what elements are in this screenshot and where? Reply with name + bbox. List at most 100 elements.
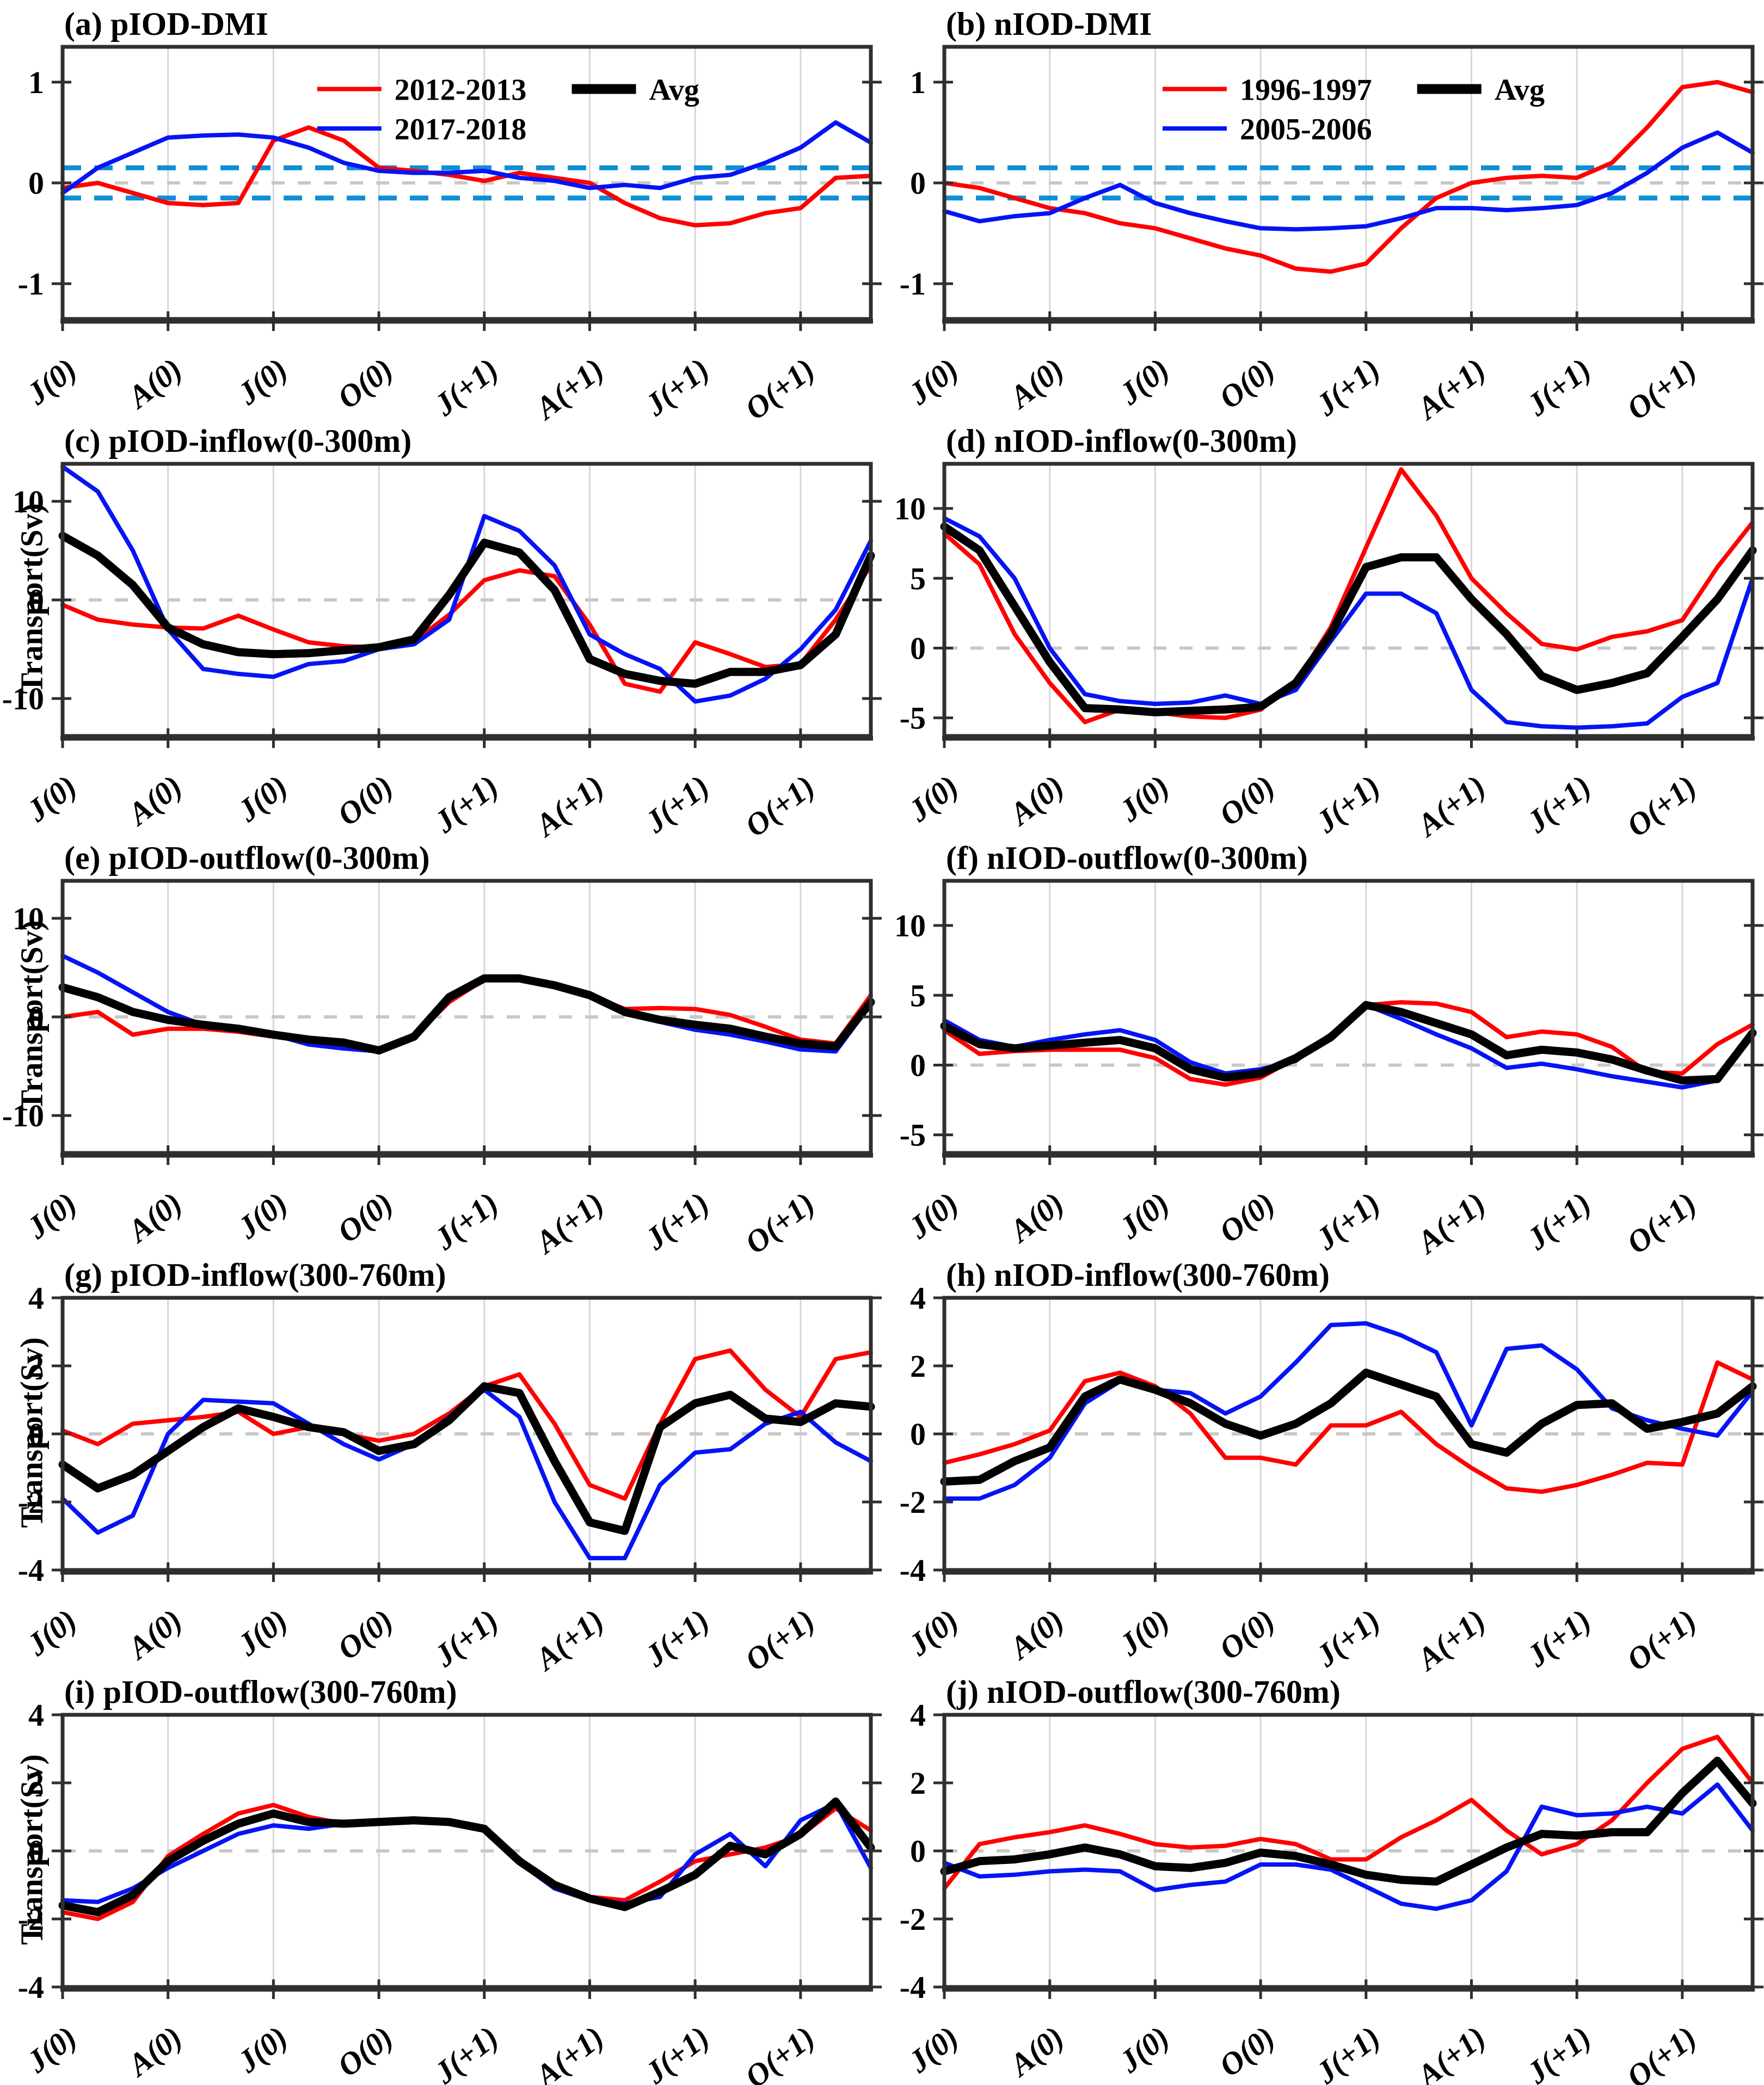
panel-h: (h) nIOD-inflow(300-760m) 4 2 0 -2 -4 J(0) A(0…: [882, 1251, 1764, 1678]
series-line-Avg: [58, 974, 875, 1055]
x-tick-label: O(0): [1213, 768, 1281, 833]
panel-b: (b) nIOD-DMI 1 0 -1 J(0) A(0) J(0) O(0) J(+1) A(…: [882, 0, 1764, 427]
panel-title: (i) pIOD-outflow(300-760m): [64, 1674, 457, 1710]
x-tick-label: J(0): [901, 768, 965, 829]
panel-title: (d) nIOD-inflow(0-300m): [946, 423, 1297, 459]
x-tick-label: O(0): [331, 768, 399, 833]
panel-a: (a) pIOD-DMI 1 0 -1 J(0) A(0) J(0) O(0) J(+1) A(…: [0, 0, 882, 427]
x-tick-label: A(+1): [1409, 1185, 1492, 1261]
x-tick-label: J(0): [20, 768, 83, 829]
plot-area: 4 2 0 -2 -4 J(0) A(0) J(0) O(0) J(+1) A(+1) J(+1) O(…: [0, 1697, 882, 2085]
plot-area: 4 2 0 -2 -4 J(0) A(0) J(0) O(0) J(+1) A(+1) J(+1) O(…: [882, 1697, 1763, 2085]
y-tick-label: 4: [28, 1697, 44, 1733]
x-tick-label: J(0): [1112, 1602, 1176, 1663]
y-tick-label: 1: [28, 65, 44, 100]
x-tick-label: O(+1): [739, 2019, 821, 2085]
plot-svg-b: 1 0 -1 J(0) A(0) J(0) O(0) J(+1) A(+1) J(+1) O(+1)…: [900, 45, 1763, 427]
x-tick-label: J(+1): [638, 2019, 716, 2085]
x-tick-label: O(+1): [1620, 1185, 1703, 1261]
x-tick-label: A(0): [1002, 2019, 1071, 2084]
x-tick-label: A(+1): [527, 768, 610, 844]
y-tick-label: -2: [900, 1485, 926, 1520]
series-line-Avg: [940, 1756, 1757, 1886]
x-tick-label: J(0): [1112, 768, 1176, 829]
x-tick-label: O(0): [331, 1185, 399, 1250]
series-line-1996-1997: [942, 467, 1755, 725]
y-tick-label: -4: [18, 1970, 44, 2005]
x-tick-label: J(0): [230, 2019, 294, 2080]
x-tick-label: A(+1): [527, 1185, 610, 1261]
x-tick-label: J(+1): [638, 1185, 716, 1257]
x-tick-label: J(+1): [1309, 768, 1387, 840]
plot-area: 10 5 0 -5 J(0) A(0) J(0) O(0) J(+1) A(+1) J(+1) O(+…: [882, 876, 1763, 1261]
x-tick-label: O(0): [1213, 1602, 1281, 1667]
x-tick-label: O(+1): [739, 1602, 821, 1678]
x-tick-label: A(+1): [1409, 1602, 1492, 1678]
panel-title: (j) nIOD-outflow(300-760m): [946, 1674, 1341, 1710]
plot-area: 1 0 -1 J(0) A(0) J(0) O(0) J(+1) A(+1) J(+1) O(+1)…: [882, 42, 1763, 427]
x-tick-label: J(0): [901, 2019, 965, 2080]
x-tick-label: A(+1): [527, 1602, 610, 1678]
x-tick-label: O(+1): [1620, 1602, 1703, 1678]
y-tick-label: -5: [900, 1118, 926, 1153]
x-tick-label: J(+1): [427, 768, 505, 840]
series-line-2012-2013: [60, 125, 873, 228]
plot-svg-h: 4 2 0 -2 -4 J(0) A(0) J(0) O(0) J(+1) A(+1) J(+1) O(…: [900, 1280, 1763, 1678]
panel-title: (b) nIOD-DMI: [946, 6, 1152, 42]
series-line-2017-2018: [60, 464, 873, 704]
y-tick-label: 0: [28, 1416, 44, 1452]
y-tick-label: -2: [18, 1485, 44, 1520]
y-tick-label: 4: [910, 1280, 926, 1316]
plot-svg-j: 4 2 0 -2 -4 J(0) A(0) J(0) O(0) J(+1) A(+1) J(+1) O(…: [900, 1697, 1763, 2085]
panel-c: (c) pIOD-inflow(0-300m) Transport(Sv) 10…: [0, 417, 882, 844]
y-tick-label: -10: [2, 681, 44, 716]
y-tick-label: -1: [900, 266, 926, 302]
x-tick-label: A(0): [120, 768, 189, 833]
series-line-Avg: [58, 531, 875, 688]
series-line-2017-2018: [60, 1387, 873, 1561]
x-tick-label: J(0): [230, 1185, 294, 1246]
y-tick-label: 4: [28, 1280, 44, 1316]
y-tick-label: 0: [28, 165, 44, 201]
x-tick-label: J(+1): [1309, 2019, 1387, 2085]
x-tick-label: J(0): [901, 351, 965, 412]
plot-svg-d: 10 5 0 -5 J(0) A(0) J(0) O(0) J(+1) A(+1) J(+1) O(+…: [894, 462, 1763, 844]
x-tick-label: O(0): [1213, 351, 1281, 416]
legend-label: 2005-2006: [1240, 113, 1372, 146]
x-tick-label: J(+1): [1309, 1185, 1387, 1257]
plot-area: 10 5 0 -5 J(0) A(0) J(0) O(0) J(+1) A(+1) J(+1) O(+…: [882, 459, 1763, 844]
panel-title: (e) pIOD-outflow(0-300m): [64, 840, 430, 876]
x-tick-label: O(+1): [739, 351, 821, 427]
series-line-2017-2018: [60, 120, 873, 195]
x-tick-label: J(+1): [427, 1602, 505, 1674]
x-tick-label: O(0): [1213, 2019, 1281, 2084]
x-tick-label: J(+1): [1520, 2019, 1597, 2085]
x-tick-label: J(0): [230, 351, 294, 412]
x-tick-label: J(+1): [1309, 1602, 1387, 1674]
legend-label: 1996-1997: [1240, 73, 1372, 107]
x-tick-label: A(+1): [527, 2019, 610, 2085]
y-tick-label: -4: [18, 1553, 44, 1588]
x-tick-label: O(0): [331, 1602, 399, 1667]
x-tick-label: A(0): [1002, 1185, 1071, 1250]
y-tick-label: 0: [910, 630, 926, 666]
x-tick-label: J(0): [1112, 2019, 1176, 2080]
y-tick-label: 5: [910, 978, 926, 1013]
x-tick-label: J(+1): [1520, 768, 1597, 840]
x-tick-label: O(+1): [1620, 768, 1703, 844]
series-line-1996-1997: [942, 79, 1755, 274]
y-tick-label: 0: [910, 1416, 926, 1452]
x-tick-label: J(0): [20, 1185, 83, 1246]
y-tick-label: 10: [13, 901, 44, 936]
series-line-2005-2006: [942, 516, 1755, 730]
x-tick-label: O(0): [331, 2019, 399, 2084]
plot-area: 1 0 -1 J(0) A(0) J(0) O(0) J(+1) A(+1) J(+1) O(+1)…: [0, 42, 882, 427]
series-line-2012-2013: [60, 1348, 873, 1501]
y-tick-label: 0: [28, 1833, 44, 1869]
panel-title: (c) pIOD-inflow(0-300m): [64, 423, 412, 459]
y-tick-label: -10: [2, 1098, 44, 1133]
series-line-2012-2013: [60, 563, 873, 694]
x-tick-label: J(0): [230, 768, 294, 829]
x-tick-label: J(+1): [427, 1185, 505, 1257]
